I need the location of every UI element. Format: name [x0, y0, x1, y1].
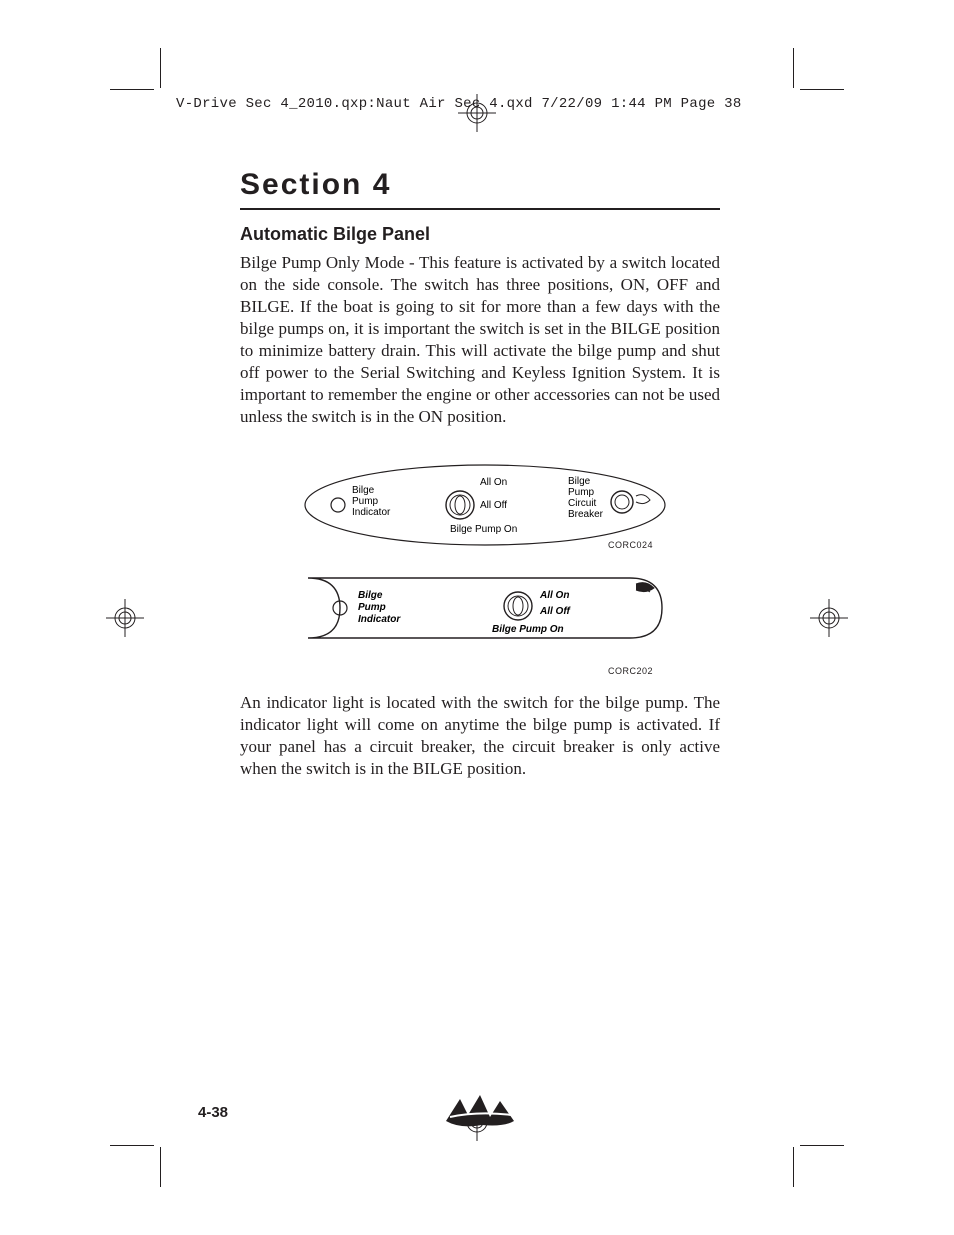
page-number: 4-38: [198, 1104, 228, 1121]
brand-logo: [440, 1091, 520, 1131]
diagram1-left-label: BilgePumpIndicator: [352, 485, 391, 518]
crop-mark: [800, 89, 844, 90]
crop-mark: [110, 89, 154, 90]
crop-mark: [793, 1147, 794, 1187]
crop-mark: [800, 1145, 844, 1146]
section-title: Section 4: [240, 168, 391, 202]
registration-mark-left: [106, 599, 144, 637]
diagram2-center-label-0: All On: [539, 590, 569, 601]
crop-mark: [160, 48, 161, 88]
registration-mark-right: [810, 599, 848, 637]
diagram1-center-label-0: All On: [480, 477, 507, 488]
bilge-panel-diagram-2: BilgePumpIndicator All On All Off Bilge …: [300, 570, 670, 651]
diagram2-center-label-2: Bilge Pump On: [492, 624, 564, 635]
sub-title: Automatic Bilge Panel: [240, 224, 430, 245]
crop-mark: [110, 1145, 154, 1146]
body-paragraph-2: An indicator light is located with the s…: [240, 692, 720, 780]
crop-mark: [793, 48, 794, 88]
print-header: V-Drive Sec 4_2010.qxp:Naut Air Sec 4.qx…: [176, 96, 742, 112]
page: V-Drive Sec 4_2010.qxp:Naut Air Sec 4.qx…: [0, 0, 954, 1235]
diagram2-center-label-1: All Off: [539, 606, 571, 617]
figure-reference-2: CORC202: [608, 666, 653, 676]
diagram1-center-label-2: Bilge Pump On: [450, 524, 517, 535]
section-rule: [240, 208, 720, 210]
diagram1-center-label-1: All Off: [480, 500, 507, 511]
diagram1-right-label: BilgePumpCircuitBreaker: [568, 476, 604, 520]
figure-reference-1: CORC024: [608, 540, 653, 550]
diagram2-left-label: BilgePumpIndicator: [358, 590, 401, 625]
body-paragraph-1: Bilge Pump Only Mode - This feature is a…: [240, 252, 720, 428]
crop-mark: [160, 1147, 161, 1187]
